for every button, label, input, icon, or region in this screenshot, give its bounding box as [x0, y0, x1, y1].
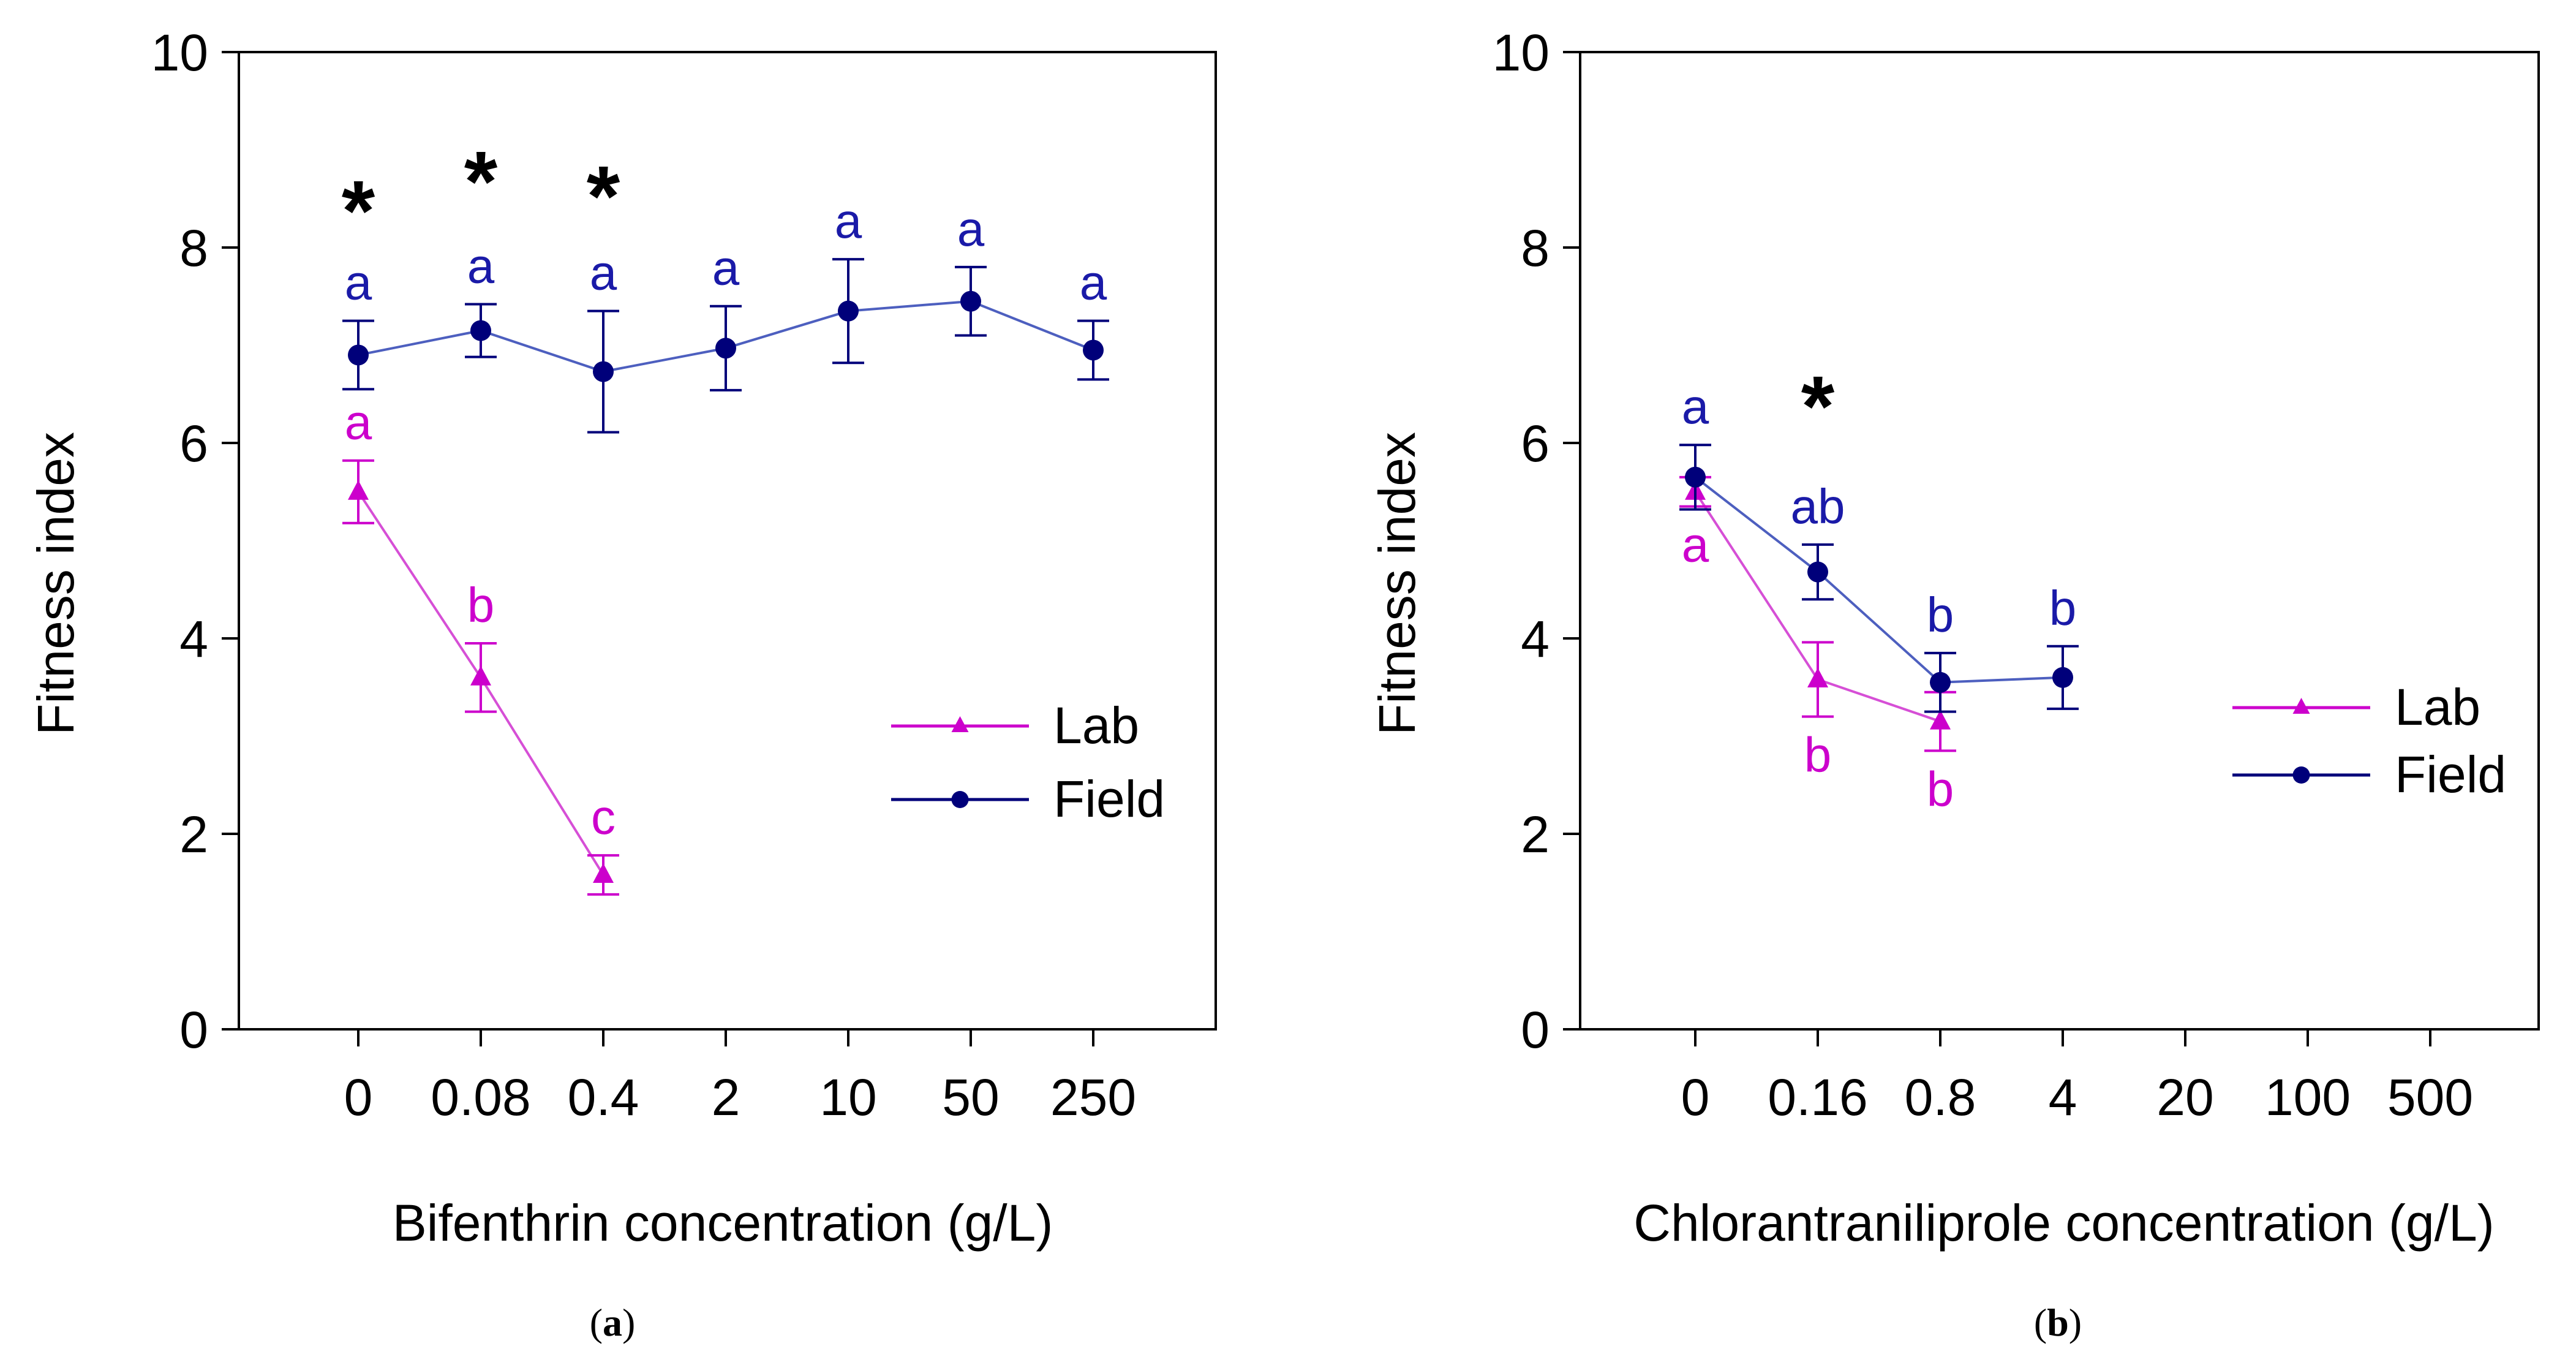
significance-letter: a: [345, 395, 372, 450]
legend-label-field: Field: [2395, 746, 2506, 803]
significance-letter: a: [1682, 379, 1709, 434]
data-point-field: [1685, 466, 1706, 488]
data-point-lab: [348, 480, 369, 500]
significance-letter: ab: [1791, 479, 1845, 534]
data-point-lab: [1807, 667, 1828, 687]
panel-a: 0 2 4 6 8 10 0 0.08 0.4 2 10 50 250 Bifenthrin concen…: [27, 24, 1217, 1344]
data-point-field: [470, 320, 491, 341]
y-tick-label: 8: [179, 219, 208, 277]
significance-letter: b: [467, 578, 495, 632]
data-point-field: [1807, 561, 1828, 583]
data-point-field: [2052, 667, 2073, 688]
x-tick-label: 0.16: [1768, 1068, 1868, 1126]
significance-star: *: [342, 162, 375, 259]
legend-marker-lab: [2292, 698, 2310, 714]
y-axis-title: Fitness index: [27, 432, 85, 735]
legend-label-field: Field: [1053, 770, 1165, 828]
caption-paren: ): [2069, 1301, 2082, 1344]
significance-star: *: [587, 148, 620, 244]
data-point-lab: [593, 863, 614, 883]
data-point-field: [838, 300, 859, 322]
panel-caption: (a): [590, 1301, 636, 1344]
significance-letter: a: [590, 246, 617, 300]
x-tick-label: 0: [1681, 1068, 1710, 1126]
x-tick-label: 10: [819, 1068, 876, 1126]
data-point-field: [348, 344, 369, 366]
caption-paren: (: [2034, 1301, 2047, 1344]
data-point-field: [960, 290, 981, 312]
x-tick-label: 0.8: [1905, 1068, 1976, 1126]
plot-frame: [1579, 51, 2540, 1031]
significance-letter: a: [345, 255, 372, 310]
x-tick-label: 2: [712, 1068, 740, 1126]
legend-marker-field: [951, 791, 969, 808]
data-point-lab: [470, 665, 491, 686]
x-tick-label: 4: [2049, 1068, 2077, 1126]
y-tick-label: 8: [1521, 219, 1550, 277]
y-tick-label: 6: [179, 415, 208, 472]
x-tick-label: 100: [2265, 1068, 2351, 1126]
significance-letter: a: [1080, 255, 1107, 310]
y-tick-label: 10: [1493, 24, 1550, 81]
panel-caption: (b): [2034, 1301, 2082, 1344]
significance-letter: b: [1804, 728, 1832, 782]
y-tick-label: 4: [179, 610, 208, 668]
y-axis-title: Fitness index: [1368, 432, 1426, 735]
x-axis-title: Chlorantraniliprole concentration (g/L): [1633, 1194, 2494, 1252]
legend-marker-lab: [951, 716, 969, 732]
y-tick-label: 6: [1521, 415, 1550, 472]
data-point-lab: [1930, 709, 1951, 730]
x-tick-label: 500: [2387, 1068, 2473, 1126]
significance-letter: c: [591, 790, 616, 844]
x-tick-label: 50: [942, 1068, 999, 1126]
x-axis-title: Bifenthrin concentration (g/L): [393, 1194, 1053, 1252]
y-tick-label: 2: [1521, 806, 1550, 863]
legend-marker-field: [2292, 766, 2310, 784]
data-point-field: [1083, 339, 1104, 361]
caption-letter: b: [2047, 1301, 2069, 1344]
legend-label-lab: Lab: [2395, 678, 2480, 736]
y-tick-label: 4: [1521, 610, 1550, 668]
x-tick-label: 250: [1050, 1068, 1136, 1126]
y-tick-label: 10: [151, 24, 208, 81]
y-tick-label: 0: [1521, 1001, 1550, 1059]
significance-letter: a: [957, 202, 985, 256]
significance-letter: a: [467, 239, 495, 293]
series-line-field: [1694, 476, 2063, 684]
plot-frame: [238, 51, 1217, 1031]
significance-letter: b: [1927, 588, 1954, 642]
data-point-field: [593, 361, 614, 382]
y-tick-label: 2: [179, 806, 208, 863]
caption-paren: ): [622, 1301, 635, 1344]
x-tick-label: 0.08: [431, 1068, 531, 1126]
significance-letter: a: [835, 194, 862, 248]
y-tick-label: 0: [179, 1001, 208, 1059]
x-tick-label: 20: [2156, 1068, 2213, 1126]
x-tick-label: 0: [344, 1068, 373, 1126]
caption-paren: (: [590, 1301, 603, 1344]
legend-label-lab: Lab: [1053, 697, 1139, 754]
significance-letter: b: [2049, 581, 2077, 635]
significance-letter: a: [1682, 518, 1709, 572]
caption-letter: a: [603, 1301, 622, 1344]
data-point-field: [1930, 671, 1951, 693]
significance-letter: b: [1927, 762, 1954, 816]
significance-star: *: [1801, 358, 1835, 454]
significance-star: *: [464, 133, 498, 229]
data-point-field: [715, 338, 736, 359]
x-tick-label: 0.4: [568, 1068, 639, 1126]
significance-letter: a: [712, 241, 740, 295]
